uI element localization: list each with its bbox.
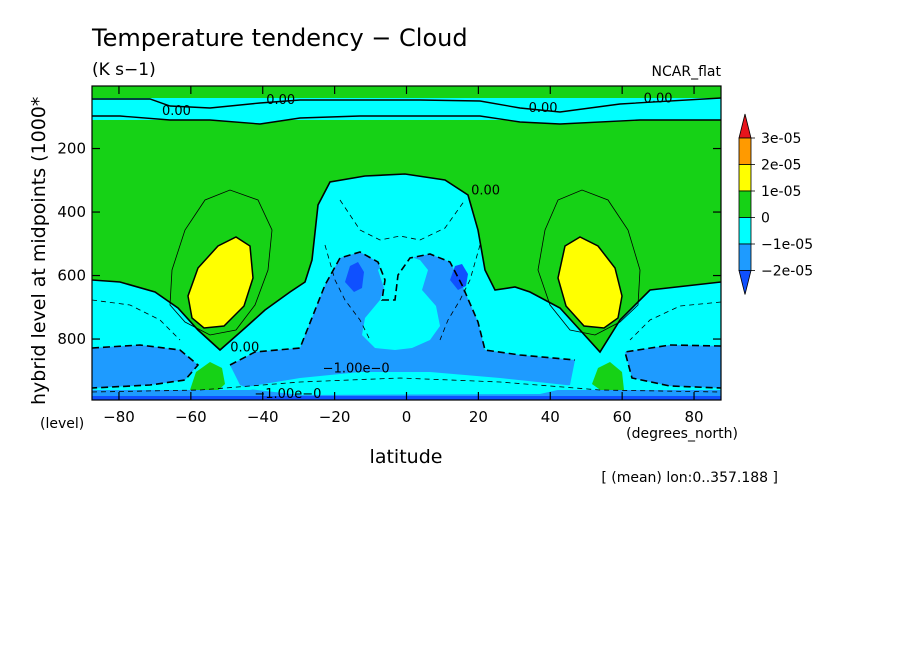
colorbar-label: 3e-05 (761, 131, 801, 147)
x-tick-label: 40 (541, 408, 560, 426)
region-yellow-south (188, 237, 253, 328)
footnote: [ (mean) lon:0..357.188 ] (601, 470, 778, 486)
contour-dashed-left (92, 299, 181, 341)
region-blue-left (92, 345, 198, 388)
region-lower-green-left (190, 362, 225, 396)
x-tick-label: −20 (319, 408, 351, 426)
contour-dashed-inner2 (324, 244, 371, 341)
contour-negative-one (92, 344, 200, 389)
region-cyan-tropical-column (362, 255, 440, 350)
x-tick-label: −80 (103, 408, 135, 426)
colorbar-swatch (738, 113, 752, 139)
contour-yellow-north (557, 236, 623, 329)
contour-label: −1.00e−0 (254, 387, 321, 402)
y-tick-label: 400 (57, 203, 86, 221)
contour-label: 0.00 (162, 104, 191, 119)
colorbar-swatch (738, 243, 752, 271)
contour-label: 0.00 (266, 93, 295, 108)
region-cyan-bottom-strip (240, 372, 575, 395)
contour-zero-top (92, 97, 721, 113)
region-blue-right (625, 345, 721, 388)
y-tick-label: 600 (57, 267, 86, 285)
x-tick-label: −40 (247, 408, 279, 426)
contour-label: 0.00 (471, 184, 500, 199)
contour-lines (92, 97, 721, 393)
colorbar-label: −2e-05 (761, 264, 813, 280)
x-tick-label: 60 (613, 408, 632, 426)
chart-title: Temperature tendency − Cloud (91, 24, 468, 52)
colorbar-swatch (738, 217, 752, 245)
contour-dashed-inner (339, 199, 466, 241)
y-tick-label: 800 (57, 330, 86, 348)
contour-zero-upper (92, 115, 721, 125)
contour-negative-one-right (623, 344, 721, 389)
y-axis-units: (level) (40, 416, 84, 432)
x-axis-units: (degrees_north) (626, 426, 738, 442)
y-tick-label: 200 (57, 140, 86, 158)
contour-thin-north (537, 189, 641, 336)
x-tick-label: 0 (402, 408, 412, 426)
contour-label: 0.00 (529, 101, 558, 116)
colorbar-legend: 3e-05 2e-05 1e-05 0 −1e-05 −2e-05 (738, 113, 813, 295)
region-lower-green-right (592, 362, 624, 394)
contour-thin-south (169, 189, 273, 336)
x-tick-label: 80 (684, 408, 703, 426)
x-axis-label: latitude (370, 446, 443, 468)
x-tick-label: 20 (469, 408, 488, 426)
contour-labels: 0.00 0.00 0.00 0.00 0.00 0.00 −1.00e−0−1.00e−0 (162, 92, 673, 402)
y-axis-label: hybrid level at midpoints (1000* (28, 97, 50, 405)
colorbar-label: 2e-05 (761, 158, 801, 174)
colorbar-label: 0 (761, 211, 770, 227)
contour-yellow-south (187, 236, 254, 329)
colorbar-label: −1e-05 (761, 237, 813, 253)
contour-dashed-right (629, 301, 721, 341)
contour-label: 0.00 (230, 341, 259, 356)
colorbar-swatch (738, 270, 752, 295)
contour-label: −1.00e−0 (323, 361, 390, 376)
region-darkblue-south (345, 262, 364, 292)
x-tick-label: −60 (175, 408, 207, 426)
colorbar-swatch (738, 190, 752, 218)
colorbar-swatch (738, 164, 752, 192)
units-label: (K s−1) (92, 60, 156, 80)
contour-zero (92, 173, 721, 354)
colorbar-swatch (738, 137, 752, 165)
region-yellow-north (558, 237, 622, 328)
contour-label: 0.00 (644, 92, 673, 107)
plot-area (92, 86, 721, 400)
colorbar-label: 1e-05 (761, 184, 801, 200)
contour-negative-tropics (229, 251, 576, 366)
colormap-name: NCAR_flat (652, 64, 722, 80)
contour-dashed-bottom (92, 377, 721, 393)
y-axis-ticks: 200 400 600 800 (57, 140, 721, 348)
x-axis-ticks: −80 −60 −40 −20 0 20 40 60 80 (103, 86, 704, 426)
contour-dashed-inner3 (439, 244, 481, 341)
